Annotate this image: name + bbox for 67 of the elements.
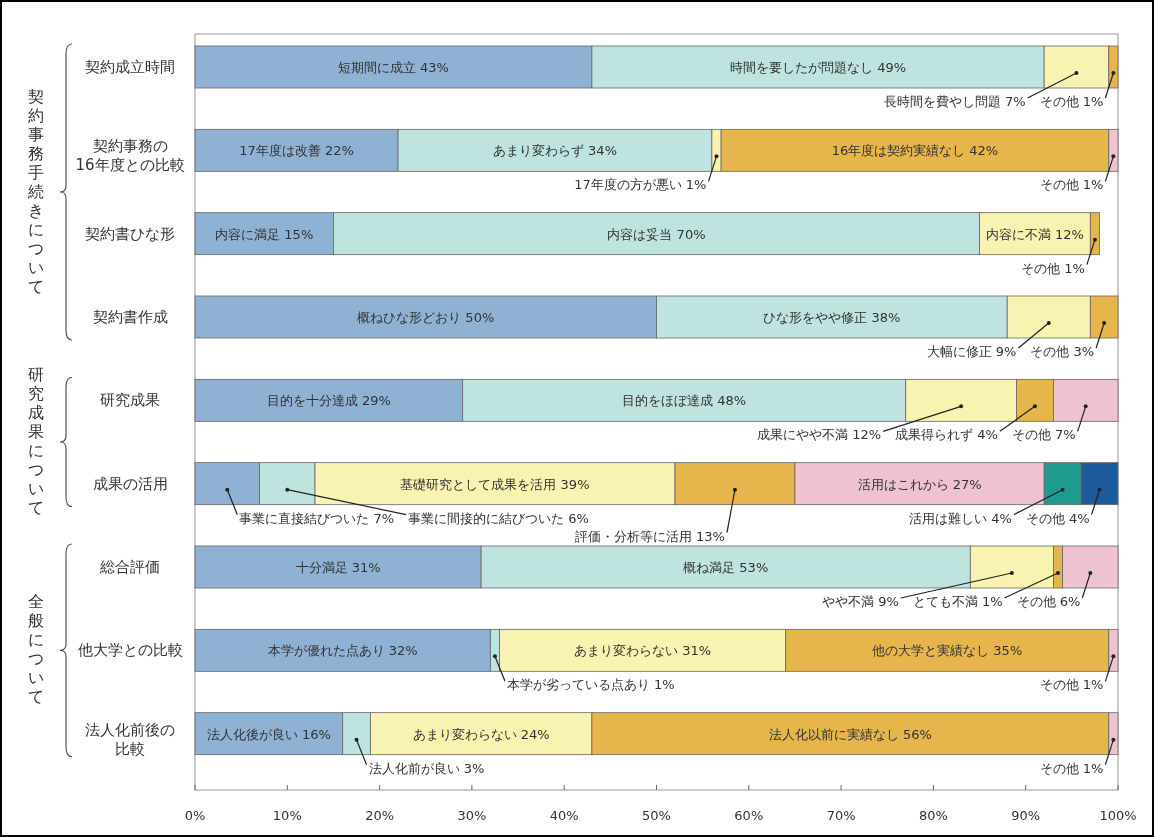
data-label: 概ね満足 53%: [683, 560, 769, 575]
data-label: あまり変わらない 31%: [574, 643, 712, 659]
data-label: ひな形をやや修正 38%: [763, 310, 901, 325]
data-label: 基礎研究として成果を活用 39%: [400, 476, 590, 492]
data-label: 成果得られず 4%: [895, 427, 998, 443]
y-tick-label: 研究成果: [100, 391, 160, 410]
data-label: 内容に満足 15%: [215, 226, 314, 242]
data-label: 内容は妥当 70%: [607, 226, 706, 242]
x-tick-label: 50%: [642, 808, 671, 823]
data-label: 長時間を費やし問題 7%: [883, 94, 1026, 109]
data-label: 法人化前が良い 3%: [368, 760, 485, 776]
x-tick-label: 70%: [826, 808, 856, 823]
data-label: その他 3%: [1030, 344, 1095, 359]
data-label: 目的を十分達成 29%: [266, 393, 391, 409]
data-label: 本学が優れた点あり 32%: [267, 643, 418, 659]
x-tick-label: 90%: [1011, 808, 1041, 823]
x-tick-label: 80%: [918, 808, 948, 823]
y-tick-label: 法人化前後の比較: [85, 720, 175, 758]
data-label: その他 7%: [1011, 427, 1076, 443]
data-label: やや不満 9%: [822, 594, 899, 609]
data-label: 大幅に修正 9%: [926, 344, 1017, 359]
text: 全般について: [28, 592, 44, 707]
data-label: 本学が劣っている点あり 1%: [506, 677, 675, 693]
data-label: 17年度は改善 22%: [239, 143, 354, 159]
data-label: 概ねひな形どおり 50%: [357, 310, 495, 325]
data-label: 内容に不満 12%: [985, 226, 1084, 242]
y-tick-label: 総合評価: [99, 558, 160, 576]
y-tick-label: 成果の活用: [92, 474, 168, 493]
data-label: その他 6%: [1016, 594, 1081, 609]
y-tick-label: 契約書作成: [92, 308, 168, 326]
data-label: 17年度の方が悪い 1%: [574, 177, 707, 193]
data-label: 評価・分析等に活用 13%: [574, 528, 725, 544]
text: 研究成果について: [28, 365, 44, 517]
text: 契約事務手続きについて: [28, 86, 44, 296]
x-tick-label: 60%: [734, 808, 764, 823]
y-tick-label: 契約成立時間: [85, 58, 175, 76]
data-label: あまり変わらない 24%: [412, 726, 550, 742]
data-label: とても不満 1%: [912, 594, 1003, 609]
data-label: その他 1%: [1039, 94, 1104, 109]
data-label: 活用はこれから 27%: [857, 476, 982, 492]
y-tick-label: 契約事務の16年度との比較: [75, 137, 185, 175]
data-label: 成果にやや不満 12%: [757, 427, 882, 443]
data-label: その他 1%: [1039, 177, 1104, 193]
data-label: 短期間に成立 43%: [337, 60, 449, 75]
data-label: 事業に間接的に結びついた 6%: [408, 510, 589, 526]
x-tick-label: 0%: [184, 808, 206, 823]
data-label: その他 4%: [1025, 510, 1090, 526]
x-tick-label: 100%: [1099, 808, 1137, 823]
data-label: 事業に直接結びついた 7%: [239, 510, 395, 526]
x-tick-label: 30%: [457, 808, 487, 823]
x-tick-label: 40%: [549, 808, 579, 823]
data-label: 法人化以前に実績なし 56%: [768, 726, 932, 742]
data-label: 16年度は契約実績なし 42%: [831, 143, 999, 159]
data-label: 目的をほぼ達成 48%: [622, 393, 747, 409]
y-tick-label: 他大学との比較: [77, 641, 183, 660]
x-tick-label: 20%: [365, 808, 395, 823]
data-label: その他 1%: [1039, 760, 1104, 776]
y-tick-label: 契約書ひな形: [85, 224, 175, 243]
data-label: 時間を要したが問題なし 49%: [730, 60, 907, 75]
data-label: その他 1%: [1039, 677, 1104, 693]
data-label: 十分満足 31%: [295, 560, 381, 575]
data-label: その他 1%: [1021, 260, 1085, 276]
data-label: 活用は難しい 4%: [909, 510, 1012, 526]
x-tick-label: 10%: [272, 808, 302, 823]
data-label: 他の大学と実績なし 35%: [872, 643, 1023, 659]
data-label: 法人化後が良い 16%: [206, 726, 331, 742]
data-label: あまり変わらず 34%: [492, 143, 617, 159]
